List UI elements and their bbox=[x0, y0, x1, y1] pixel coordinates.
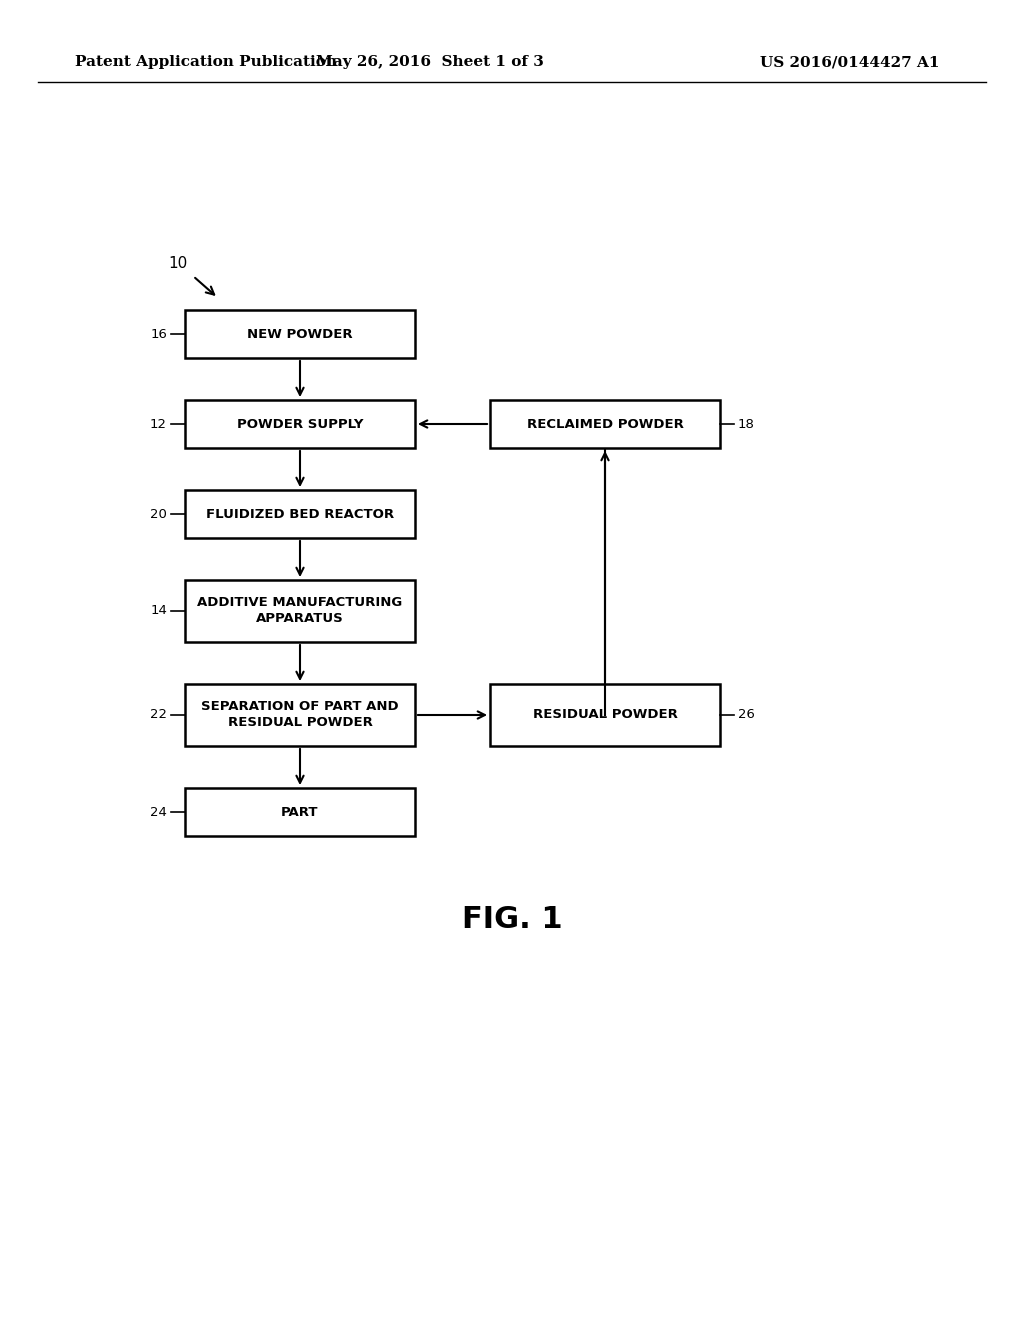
Text: 26: 26 bbox=[738, 709, 755, 722]
Bar bbox=[185, 788, 415, 836]
Text: 10: 10 bbox=[168, 256, 187, 271]
Text: POWDER SUPPLY: POWDER SUPPLY bbox=[237, 417, 364, 430]
Text: 24: 24 bbox=[151, 805, 167, 818]
Bar bbox=[490, 400, 720, 447]
Bar bbox=[185, 684, 415, 746]
Text: RESIDUAL POWDER: RESIDUAL POWDER bbox=[532, 709, 678, 722]
Text: RECLAIMED POWDER: RECLAIMED POWDER bbox=[526, 417, 683, 430]
Bar bbox=[185, 310, 415, 358]
Text: May 26, 2016  Sheet 1 of 3: May 26, 2016 Sheet 1 of 3 bbox=[316, 55, 544, 69]
Text: Patent Application Publication: Patent Application Publication bbox=[75, 55, 337, 69]
Text: ADDITIVE MANUFACTURING
APPARATUS: ADDITIVE MANUFACTURING APPARATUS bbox=[198, 597, 402, 626]
Bar bbox=[185, 400, 415, 447]
Bar bbox=[185, 490, 415, 539]
Text: 18: 18 bbox=[738, 417, 755, 430]
Text: NEW POWDER: NEW POWDER bbox=[247, 327, 353, 341]
Bar bbox=[490, 684, 720, 746]
Text: PART: PART bbox=[282, 805, 318, 818]
Bar bbox=[185, 579, 415, 642]
Text: US 2016/0144427 A1: US 2016/0144427 A1 bbox=[761, 55, 940, 69]
Text: 14: 14 bbox=[151, 605, 167, 618]
Text: 12: 12 bbox=[150, 417, 167, 430]
Text: 22: 22 bbox=[150, 709, 167, 722]
Text: FIG. 1: FIG. 1 bbox=[462, 906, 562, 935]
Text: 20: 20 bbox=[151, 507, 167, 520]
Text: 16: 16 bbox=[151, 327, 167, 341]
Text: FLUIDIZED BED REACTOR: FLUIDIZED BED REACTOR bbox=[206, 507, 394, 520]
Text: SEPARATION OF PART AND
RESIDUAL POWDER: SEPARATION OF PART AND RESIDUAL POWDER bbox=[201, 701, 398, 730]
